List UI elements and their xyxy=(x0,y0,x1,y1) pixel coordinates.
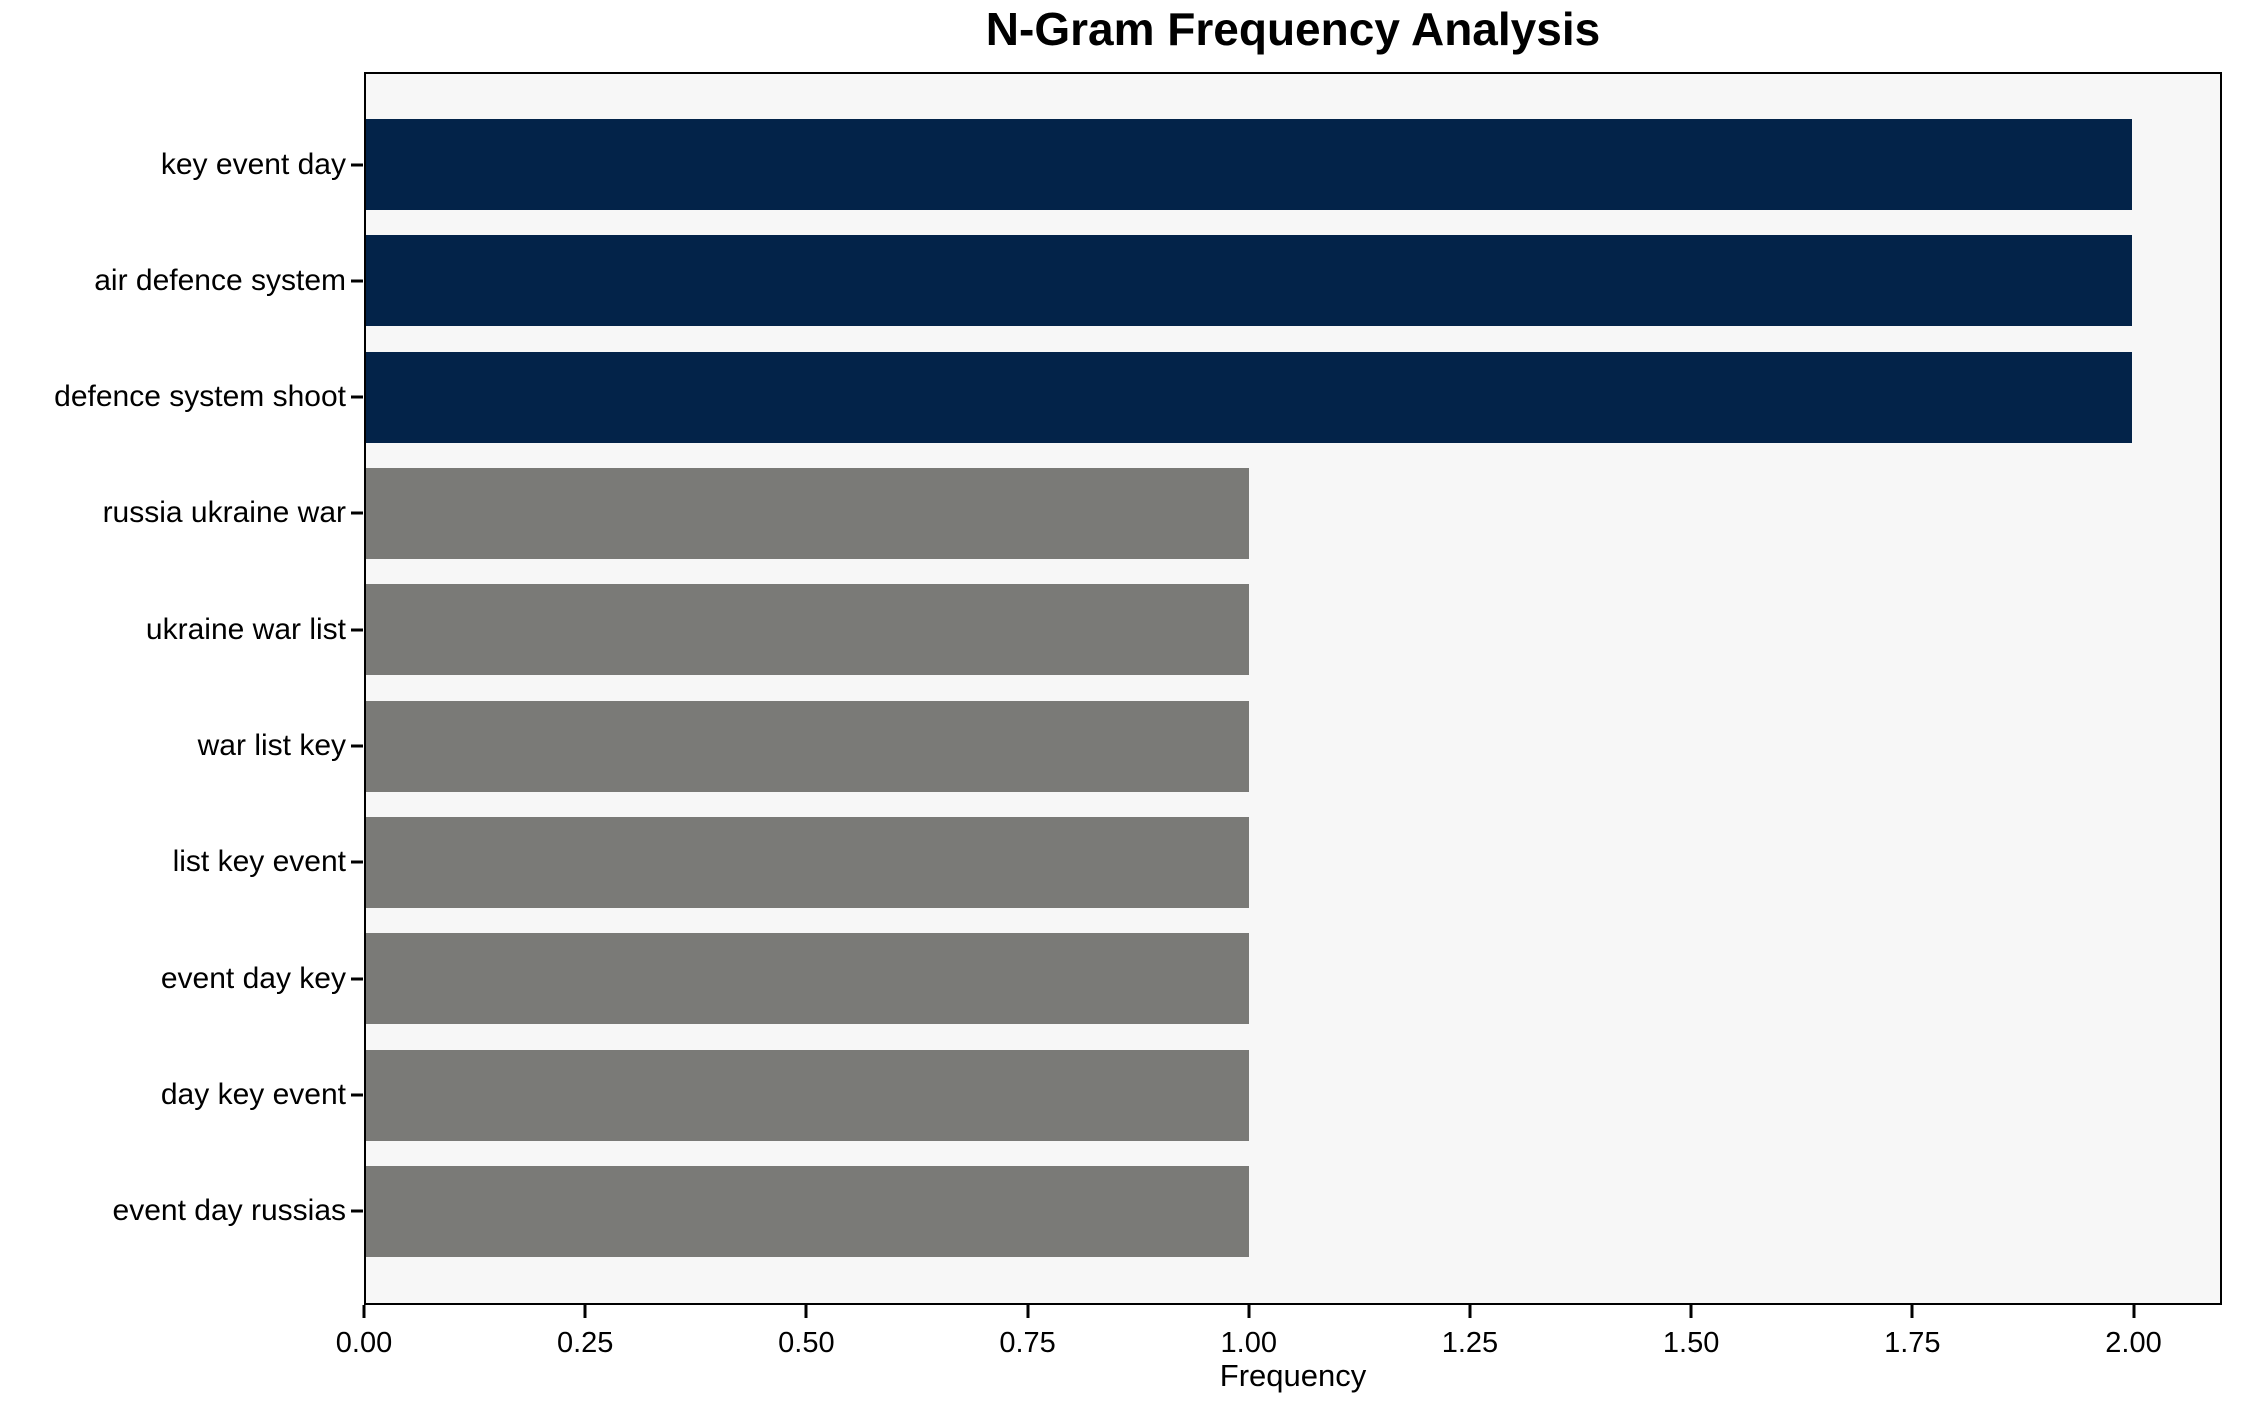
x-tick-label: 2.00 xyxy=(2105,1327,2162,1359)
x-tick-label: 0.00 xyxy=(335,1327,393,1359)
y-tick-label: russia ukraine war xyxy=(102,496,346,530)
bar-row: war list key xyxy=(198,700,2220,792)
bar-air-defence-system xyxy=(366,235,2132,327)
bar-russia-ukraine-war xyxy=(366,467,1249,559)
x-tick-mark xyxy=(2132,1305,2136,1318)
x-tick-mark xyxy=(1247,1305,1251,1318)
bar-row: ukraine war list xyxy=(146,584,2220,676)
y-tick-mark xyxy=(351,163,363,166)
plot-area: key event day air defence system defence s… xyxy=(54,72,2222,1305)
bar-day-key-event xyxy=(366,1049,1249,1141)
x-tick-label: 0.25 xyxy=(556,1327,614,1359)
y-tick-mark xyxy=(351,860,363,864)
y-tick-label: key event day xyxy=(160,147,346,181)
y-tick-mark xyxy=(351,628,363,632)
bar-event-day-key xyxy=(366,933,1249,1025)
x-tick-label: 1.25 xyxy=(1441,1327,1499,1359)
chart-title: N-Gram Frequency Analysis xyxy=(985,3,1601,55)
x-tick-mark xyxy=(1468,1305,1472,1318)
bar-row: event day key xyxy=(161,933,2220,1025)
bar-list-key-event xyxy=(366,816,1249,908)
y-tick-mark xyxy=(351,744,363,748)
x-tick-label: 0.75 xyxy=(999,1327,1056,1359)
x-tick-label: 1.50 xyxy=(1662,1327,1720,1359)
x-axis: 0.00 0.25 0.50 0.75 1.00 1.25 1.50 1.75 2.00 xyxy=(336,1305,2222,1365)
bar-row: defence system shoot xyxy=(54,351,2220,443)
bar-row: list key event xyxy=(173,816,2220,908)
y-tick-label: day key event xyxy=(160,1078,346,1112)
y-tick-label: war list key xyxy=(197,729,346,763)
x-tick-mark xyxy=(1910,1305,1914,1318)
y-tick-label: event day key xyxy=(160,961,346,995)
bar-row: russia ukraine war xyxy=(103,467,2220,559)
bar-event-day-russias xyxy=(366,1165,1249,1257)
bar-defence-system-shoot xyxy=(366,351,2132,443)
y-tick-mark xyxy=(351,279,363,283)
bar-war-list-key xyxy=(366,700,1249,792)
bar-row: day key event xyxy=(161,1049,2220,1141)
y-tick-label: ukraine war list xyxy=(145,612,346,646)
y-tick-mark xyxy=(351,395,363,399)
y-tick-mark xyxy=(351,1093,363,1097)
bar-ukraine-war-list xyxy=(366,584,1249,676)
x-tick-mark xyxy=(362,1305,366,1318)
bar-key-event-day xyxy=(366,119,2132,210)
x-axis-title: Frequency xyxy=(1219,1358,1367,1393)
x-tick-mark xyxy=(1689,1305,1693,1318)
x-tick-label: 0.50 xyxy=(778,1327,835,1359)
x-tick-label: 1.75 xyxy=(1884,1327,1941,1359)
y-tick-label: defence system shoot xyxy=(54,380,346,414)
x-tick-mark xyxy=(804,1305,808,1318)
x-tick-mark xyxy=(583,1305,587,1318)
y-tick-label: air defence system xyxy=(94,263,346,297)
x-tick-mark xyxy=(1026,1305,1030,1318)
x-tick-label: 1.00 xyxy=(1220,1327,1277,1359)
bars: key event day air defence system defence s… xyxy=(54,74,2220,1303)
bar-row: key event day xyxy=(161,119,2220,210)
y-tick-mark xyxy=(351,511,363,515)
y-tick-mark xyxy=(351,977,363,981)
y-tick-mark xyxy=(351,1209,363,1213)
bar-row: event day russias xyxy=(113,1165,2220,1257)
y-tick-label: list key event xyxy=(172,845,346,879)
y-tick-label: event day russias xyxy=(112,1194,346,1228)
bar-row: air defence system xyxy=(94,235,2220,327)
